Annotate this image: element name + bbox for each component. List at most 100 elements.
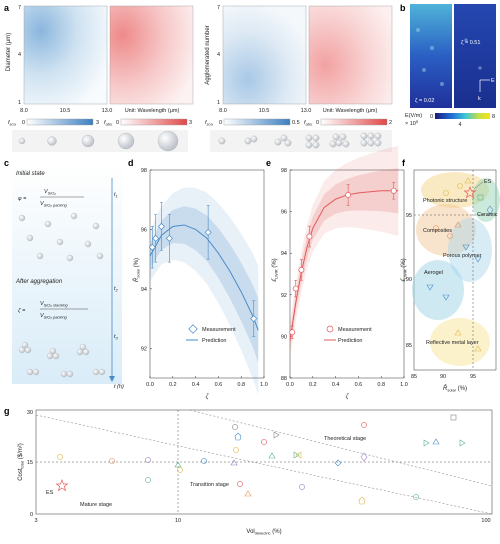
g-pt-9	[234, 432, 242, 441]
d-plot-frame	[149, 169, 265, 379]
d-xtick-0: 0.0	[146, 382, 154, 388]
d-point-4	[204, 228, 212, 236]
e-xlabel: ζ	[346, 394, 350, 400]
agglomerate-2b	[250, 135, 258, 143]
agglomerate-1	[218, 137, 226, 145]
a-left-ytick-2: 4	[18, 52, 21, 58]
d-point-2	[157, 222, 165, 230]
a-left-fabs-label: fabs	[104, 120, 112, 127]
c-th: t (h)	[114, 384, 124, 390]
d-prediction-line	[149, 224, 259, 331]
d-ytick-1: 94	[141, 287, 147, 293]
d-prediction-band-outer	[150, 187, 259, 395]
a-left-xtick-1: 8.0	[20, 108, 28, 114]
a-right-fabs-colorbar	[320, 118, 388, 126]
g-pt-25	[432, 438, 440, 445]
b-e-label: E	[491, 78, 495, 84]
b-hotspot-1	[416, 28, 420, 32]
c-zeta-den: VSiO₂ packing	[40, 313, 68, 320]
f-xlabel: R̄solar (%)	[443, 385, 467, 392]
f-ylabel: ε̄LWIR (%)	[401, 258, 408, 281]
panel-d: d R̄solar (%) ζ 92 94 96 98 0.0 0.2 0.4 0.6 0.8…	[128, 158, 268, 400]
d-point-1	[152, 234, 160, 242]
panel-e: e ε̄LWIR (%) ζ 88 90 92 94 96 98 0.0 0.2 0.4 0.6…	[266, 145, 408, 400]
b-field-colorbar	[435, 113, 490, 119]
agglomerate-5a	[332, 133, 340, 141]
panel-a-left: Diameter (μm) 1 4 7 8.0 10.5 13.0 Unit: …	[6, 5, 194, 152]
a-right-fsca-label: fsca	[205, 120, 214, 127]
agglomerate-6c	[374, 132, 382, 140]
f-pt-1	[443, 190, 449, 196]
a-right-fsca-min: 0	[219, 120, 222, 126]
c-zeta-num: VSiO₂ stacking	[40, 301, 68, 308]
d-xtick-2: 0.4	[192, 382, 200, 388]
g-stage-line-1	[35, 414, 493, 515]
particle-4	[117, 132, 135, 150]
c-time-arrowhead	[109, 376, 115, 382]
c-particle-i8	[36, 252, 44, 260]
c-particle-i6	[56, 238, 64, 246]
agglomerate-6e	[367, 139, 375, 147]
g-stage-line-2	[189, 409, 493, 487]
a-left-fabs-min: 0	[116, 120, 119, 126]
c-particle-a13	[66, 370, 74, 378]
f-ytick-95: 95	[406, 213, 412, 219]
g-xtick-10: 10	[175, 518, 181, 524]
d-measurement-points	[148, 202, 258, 337]
agglomerate-3b	[280, 134, 288, 142]
c-particle-a6	[49, 347, 57, 355]
panel-label-b: b	[400, 3, 406, 13]
e-ytick-0: 88	[281, 376, 287, 382]
e-ytick-4: 96	[281, 210, 287, 216]
f-pt-13	[454, 329, 462, 336]
b-field-map-zeta-low	[410, 4, 452, 108]
c-illustration-bg	[12, 162, 122, 384]
d-ytick-0: 92	[141, 346, 147, 352]
f-pt-8	[454, 221, 462, 228]
panel-a-right: Agglomerated number 1 4 7 8.0 10.5 13.0 …	[205, 5, 393, 152]
f-es-leader	[473, 181, 484, 190]
d-xtick-1: 0.2	[169, 382, 177, 388]
g-es-star	[55, 479, 69, 492]
b-hotspot-5	[464, 38, 468, 42]
c-zeta-eq: ζ =	[18, 308, 26, 314]
g-ylabel: Costtotal ($/m²)	[18, 443, 25, 481]
agglomerate-6a	[360, 132, 368, 140]
c-phi-eq: φ =	[18, 196, 27, 202]
d-xticks: 0.0 0.2 0.4 0.6 0.8 1.0	[146, 376, 268, 388]
e-legend-measure: Measurement	[338, 327, 372, 333]
b-hotspot-6	[478, 66, 482, 70]
c-particle-a11	[32, 368, 40, 376]
f-group-aerogel: Aerogel	[424, 270, 443, 276]
e-xticks: 0.0 0.2 0.4 0.6 0.8 1.0	[286, 376, 408, 388]
panel-b: b ζ = 0.02 ζ = 0.51 E k E(V/m) × 105 0 4…	[400, 3, 496, 128]
agglomerate-4a	[305, 134, 313, 142]
b-cbar-min: 0	[430, 114, 433, 120]
c-particle-i1	[18, 214, 26, 222]
a-right-ytick-3: 7	[217, 5, 220, 11]
g-pt-23	[358, 496, 366, 505]
e-xtick-5: 1.0	[400, 382, 408, 388]
c-particle-i7	[84, 240, 92, 248]
g-pt-11	[230, 459, 238, 466]
f-pt-3	[464, 177, 472, 184]
c-particle-a15	[98, 368, 106, 376]
agglomerate-3c	[284, 139, 292, 147]
g-pt-19	[299, 484, 305, 490]
e-point-0	[289, 329, 296, 336]
c-initial-particles	[18, 212, 104, 262]
agglomerate-4d	[312, 141, 320, 149]
d-point-3	[165, 234, 173, 242]
d-xtick-5: 1.0	[260, 382, 268, 388]
a-left-ylabel: Diameter (μm)	[6, 33, 12, 71]
a-right-fabs-label: fabs	[304, 120, 312, 127]
e-point-2	[298, 266, 305, 273]
a-left-fsca-label: fsca	[8, 120, 17, 127]
f-group-composites: Composites	[423, 228, 452, 234]
g-xtick-100: 100	[481, 518, 490, 524]
c-initial-state: Initial state	[16, 171, 45, 177]
e-xtick-3: 0.6	[355, 382, 363, 388]
c-t1: t1	[114, 192, 118, 199]
agglomerate-2a	[244, 137, 252, 145]
a-left-fabs-max: 3	[189, 120, 192, 126]
